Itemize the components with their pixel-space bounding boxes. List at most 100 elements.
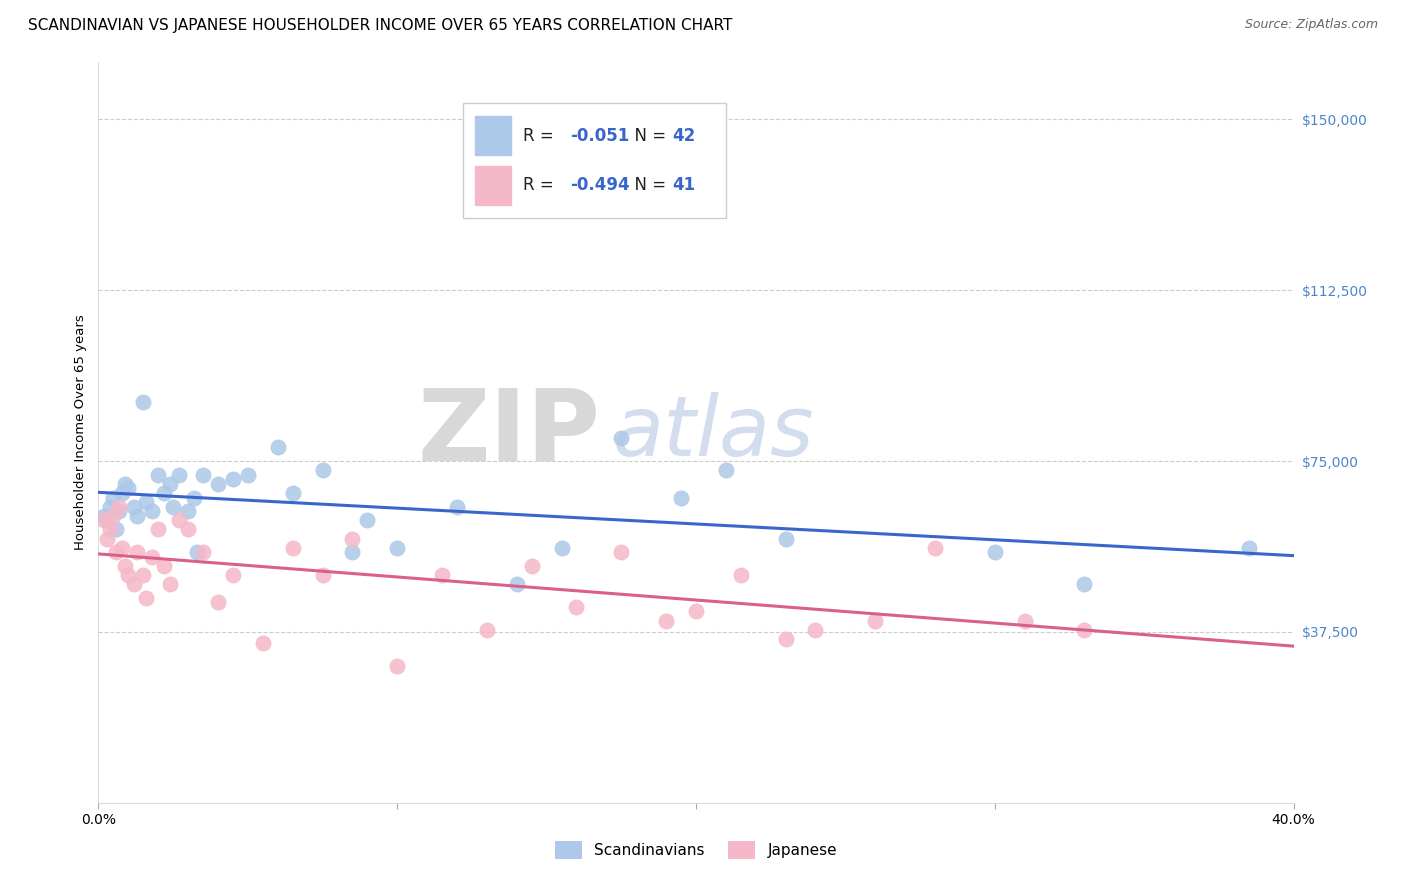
Point — [124, 577, 146, 591]
Point — [159, 577, 181, 591]
Point — [924, 541, 946, 555]
Text: atlas: atlas — [613, 392, 814, 473]
Point — [167, 513, 190, 527]
Point — [98, 523, 122, 537]
Point — [236, 467, 259, 482]
Point — [565, 599, 588, 614]
Point — [1073, 577, 1095, 591]
Point — [252, 636, 274, 650]
Point — [98, 500, 122, 514]
Point — [775, 532, 797, 546]
Point — [96, 532, 118, 546]
Point — [162, 500, 184, 514]
Point — [111, 486, 134, 500]
Point — [93, 508, 115, 523]
Bar — [475, 166, 510, 204]
Point — [159, 476, 181, 491]
Point — [141, 504, 163, 518]
Point — [153, 486, 176, 500]
Point — [105, 523, 128, 537]
Point — [177, 504, 200, 518]
Text: ZIP: ZIP — [418, 384, 600, 481]
Point — [191, 545, 214, 559]
Point — [342, 545, 364, 559]
Text: SCANDINAVIAN VS JAPANESE HOUSEHOLDER INCOME OVER 65 YEARS CORRELATION CHART: SCANDINAVIAN VS JAPANESE HOUSEHOLDER INC… — [28, 18, 733, 33]
Point — [124, 500, 146, 514]
Point — [177, 523, 200, 537]
Legend: Scandinavians, Japanese: Scandinavians, Japanese — [548, 835, 844, 865]
Point — [222, 568, 245, 582]
Point — [183, 491, 205, 505]
Point — [281, 541, 304, 555]
Point — [984, 545, 1007, 559]
Point — [610, 545, 633, 559]
Point — [669, 491, 692, 505]
Text: Source: ZipAtlas.com: Source: ZipAtlas.com — [1244, 18, 1378, 31]
Point — [148, 523, 170, 537]
Point — [191, 467, 214, 482]
Point — [114, 476, 136, 491]
Point — [430, 568, 453, 582]
Text: 42: 42 — [672, 127, 696, 145]
Point — [186, 545, 208, 559]
Point — [207, 595, 229, 609]
Bar — [475, 117, 510, 155]
Text: N =: N = — [624, 127, 672, 145]
Point — [148, 467, 170, 482]
Point — [267, 441, 290, 455]
Point — [1073, 623, 1095, 637]
Point — [114, 558, 136, 573]
Point — [96, 513, 118, 527]
Text: N =: N = — [624, 177, 672, 194]
Point — [108, 500, 131, 514]
Text: 41: 41 — [672, 177, 695, 194]
Point — [117, 482, 139, 496]
Point — [775, 632, 797, 646]
Point — [610, 431, 633, 445]
Point — [446, 500, 468, 514]
Point — [311, 463, 333, 477]
Point — [655, 614, 678, 628]
Point — [127, 545, 149, 559]
Point — [127, 508, 149, 523]
Point — [730, 568, 752, 582]
Point — [117, 568, 139, 582]
Point — [520, 558, 543, 573]
Point — [103, 508, 125, 523]
Point — [132, 395, 155, 409]
Point — [222, 472, 245, 486]
Point — [103, 491, 125, 505]
Point — [93, 513, 115, 527]
Point — [132, 568, 155, 582]
Text: R =: R = — [523, 127, 558, 145]
Point — [804, 623, 827, 637]
Point — [105, 545, 128, 559]
Point — [207, 476, 229, 491]
Point — [135, 495, 157, 509]
Point — [342, 532, 364, 546]
Point — [550, 541, 572, 555]
Point — [311, 568, 333, 582]
Text: R =: R = — [523, 177, 558, 194]
Text: -0.494: -0.494 — [571, 177, 630, 194]
Point — [141, 549, 163, 564]
Point — [1237, 541, 1260, 555]
Point — [135, 591, 157, 605]
Point — [714, 463, 737, 477]
Point — [385, 541, 409, 555]
Point — [865, 614, 887, 628]
Point — [167, 467, 190, 482]
Point — [111, 541, 134, 555]
Point — [153, 558, 176, 573]
Y-axis label: Householder Income Over 65 years: Householder Income Over 65 years — [75, 315, 87, 550]
Point — [108, 504, 131, 518]
Point — [281, 486, 304, 500]
Point — [506, 577, 529, 591]
FancyBboxPatch shape — [463, 103, 725, 218]
Point — [385, 659, 409, 673]
Point — [685, 604, 707, 618]
Point — [475, 623, 498, 637]
Point — [1014, 614, 1036, 628]
Point — [356, 513, 378, 527]
Text: -0.051: -0.051 — [571, 127, 630, 145]
